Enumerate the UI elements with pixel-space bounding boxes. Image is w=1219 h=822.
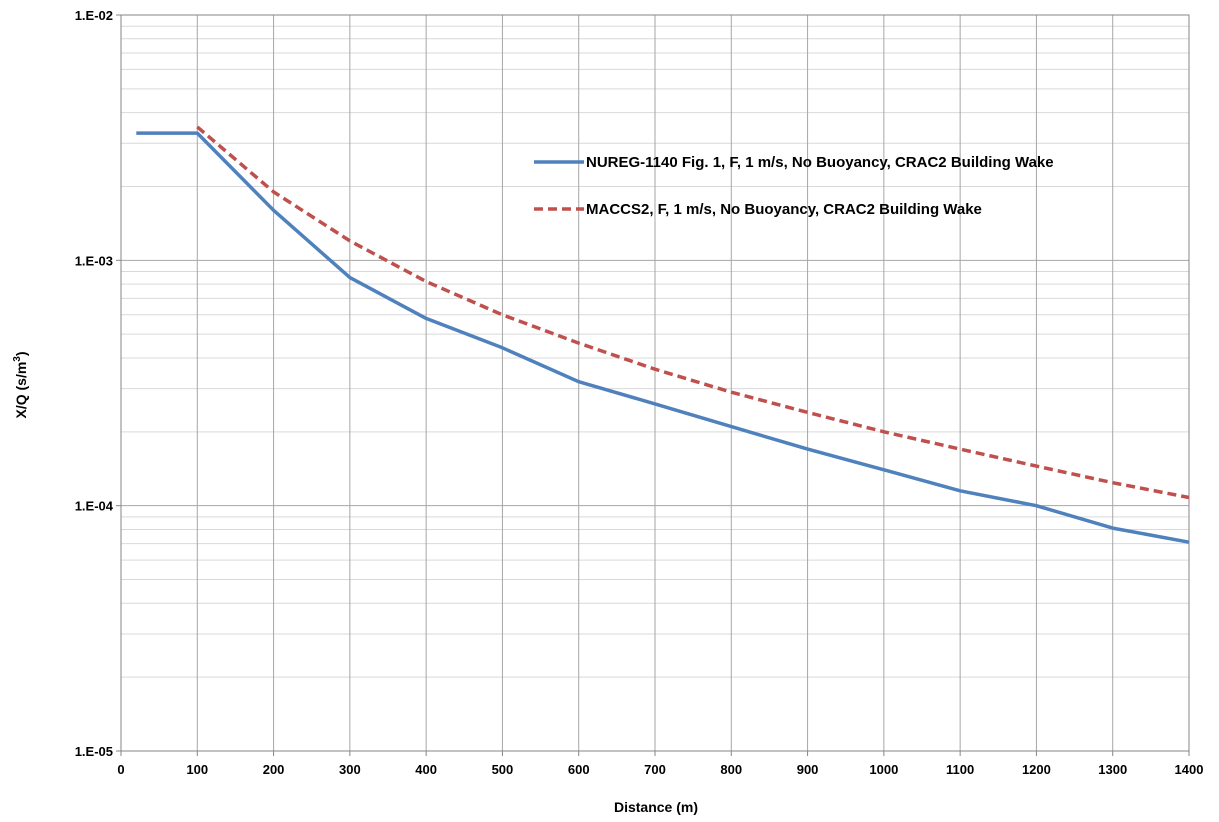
x-tick-label: 700 [644, 762, 666, 777]
x-tick-label: 900 [797, 762, 819, 777]
y-tick-label: 1.E-02 [75, 8, 113, 23]
x-tick-label: 200 [263, 762, 285, 777]
x-axis-title: Distance (m) [614, 799, 698, 815]
y-tick-label: 1.E-03 [75, 253, 113, 268]
y-axis-ticks: 1.E-05 1.E-04 1.E-03 1.E-02 [75, 8, 121, 759]
x-tick-label: 0 [117, 762, 124, 777]
y-tick-label: 1.E-04 [75, 499, 114, 514]
y-tick-label: 1.E-05 [75, 744, 113, 759]
legend-label-series-2: MACCS2, F, 1 m/s, No Buoyancy, CRAC2 Bui… [586, 201, 982, 218]
x-tick-label: 800 [720, 762, 742, 777]
x-tick-label: 1300 [1098, 762, 1127, 777]
x-tick-label: 400 [415, 762, 437, 777]
x-tick-label: 100 [186, 762, 208, 777]
y-axis-title-close: ) [13, 351, 29, 356]
series-line-1 [136, 131, 1190, 544]
series-layer [136, 125, 1190, 544]
x-tick-label: 500 [492, 762, 514, 777]
x-axis-ticks: 0 100 200 300 400 500 600 700 800 900 1000 1100 1200… [117, 751, 1203, 777]
x-tick-label: 600 [568, 762, 590, 777]
x-tick-label: 1000 [869, 762, 898, 777]
x-tick-label: 300 [339, 762, 361, 777]
x-tick-label: 1100 [946, 762, 974, 777]
x-tick-label: 1400 [1175, 762, 1204, 777]
y-axis-title: X/Q (s/m3) [12, 351, 29, 418]
legend-label-series-1: NUREG-1140 Fig. 1, F, 1 m/s, No Buoyancy… [586, 154, 1054, 171]
y-axis-title-main: X/Q (s/m [13, 362, 29, 419]
series-line-2 [196, 125, 1190, 500]
y-axis-title-superscript: 3 [12, 356, 23, 362]
legend: NUREG-1140 Fig. 1, F, 1 m/s, No Buoyancy… [534, 154, 1054, 218]
x-tick-label: 1200 [1022, 762, 1051, 777]
